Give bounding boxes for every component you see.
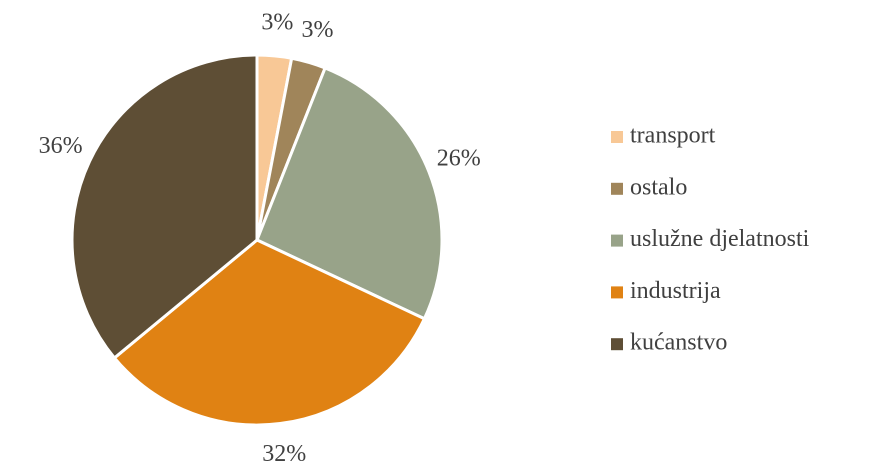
- legend-label: uslužne djelatnosti: [630, 226, 810, 252]
- legend-label: transport: [630, 123, 716, 149]
- pie-slice: [70, 53, 259, 361]
- data-label: 3%: [302, 17, 334, 43]
- pie-slice: [255, 66, 444, 321]
- legend-swatch: [611, 234, 623, 247]
- data-label: 3%: [261, 9, 293, 35]
- data-label: 26%: [437, 146, 481, 172]
- data-label: 36%: [39, 133, 83, 159]
- legend-swatch: [611, 286, 623, 299]
- legend-label: kućanstvo: [630, 330, 727, 356]
- legend-swatch: [611, 182, 623, 195]
- pie-slice: [112, 238, 427, 427]
- legend-swatch: [611, 131, 623, 143]
- data-label: 32%: [262, 441, 306, 467]
- legend-label: ostalo: [630, 174, 687, 200]
- legend-swatch: [611, 338, 623, 351]
- legend-label: industrija: [630, 278, 721, 304]
